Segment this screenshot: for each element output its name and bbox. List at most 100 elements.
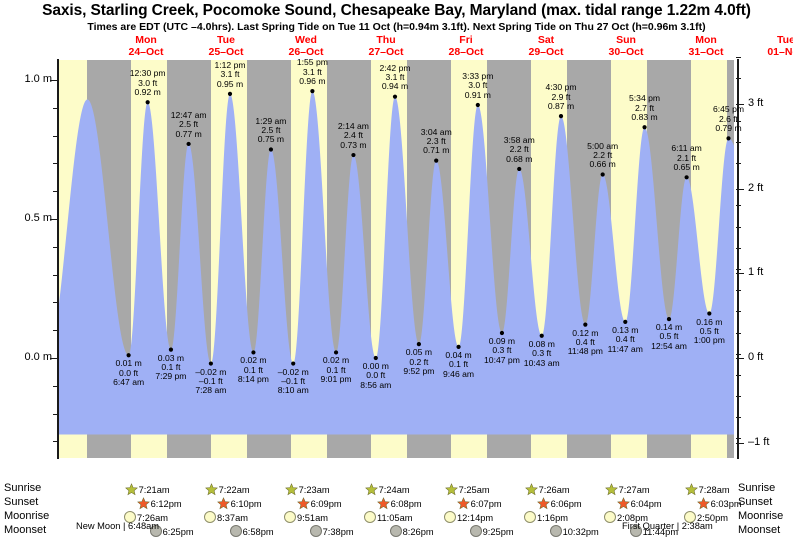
tide-extreme-dot-29 — [726, 136, 731, 141]
sunset-item-2: 6:09pm — [296, 497, 342, 510]
y-axis-label-m-2: 0.0 m — [24, 351, 52, 363]
tide-annotation-line-0: 0.08 m — [528, 338, 555, 349]
axis-tick — [53, 302, 58, 304]
y-axis-label-m-1: 0.5 m — [24, 212, 52, 224]
day-header-3: Thu 27–Oct — [341, 34, 431, 58]
day-header-weekday: Wed — [295, 34, 317, 46]
moonset-icon — [229, 525, 242, 537]
sunset-item-4: 6:07pm — [456, 497, 502, 510]
axis-tick — [736, 311, 741, 313]
tide-extreme-dot-17 — [475, 102, 480, 108]
tide-extreme-dot-4 — [208, 361, 213, 366]
tide-annotation-line-2: 0.79 m — [715, 123, 742, 134]
tide-annotation-line-0: 0.02 m — [240, 355, 267, 366]
tide-annotation-line-0: 12:47 am — [170, 109, 207, 120]
tide-annotation-28: 0.16 m 0.5 ft 1:00 pm — [669, 317, 749, 346]
moonrise-item-3: 11:05am — [364, 511, 413, 523]
tide-annotation-line-2: 6:47 am — [113, 377, 145, 388]
day-header-4: Fri 28–Oct — [421, 34, 511, 58]
axis-tick — [736, 188, 744, 190]
sunset-item-7: 6:03pm — [696, 497, 742, 510]
sunrise-time: 7:21am — [138, 485, 170, 495]
sunrise-time: 7:26am — [538, 485, 570, 495]
tide-annotation-line-1: 2.3 ft — [426, 136, 446, 147]
sunset-item-1: 6:10pm — [216, 497, 262, 510]
tide-extreme-dot-19 — [517, 166, 522, 172]
tide-annotation-line-0: 0.14 m — [655, 322, 683, 333]
axis-tick — [50, 80, 58, 81]
axis-tick — [736, 442, 744, 444]
axis-tick — [53, 163, 58, 165]
tide-annotation-line-2: 0.91 m — [464, 89, 491, 100]
tide-annotation-line-2: 12:54 am — [651, 340, 687, 351]
sunset-row-label-right: Sunset — [738, 496, 773, 508]
tide-annotation-line-0: 0.09 m — [488, 335, 516, 346]
tide-extreme-dot-1 — [126, 353, 131, 358]
tide-annotation-line-1: 2.5 ft — [261, 124, 281, 135]
tide-extreme-dot-26 — [666, 316, 672, 322]
axis-tick — [53, 274, 58, 276]
tide-annotation-0: 12:30 pm 3.0 ft 0.92 m — [108, 68, 188, 97]
day-header-weekday: Sun — [616, 34, 636, 46]
moonset-item-3: 8:26pm — [389, 525, 434, 537]
sunrise-time: 7:23am — [298, 485, 330, 495]
tide-annotation-line-1: 0.1 ft — [243, 364, 263, 375]
tide-annotation-line-2: 7:29 pm — [155, 371, 187, 382]
tide-extreme-dot-14 — [416, 342, 421, 347]
tide-annotation-line-0: 1:12 pm — [214, 59, 246, 70]
day-header-7: Mon 31–Oct — [661, 34, 751, 58]
tide-extreme-dot-8 — [291, 361, 296, 366]
moonrise-icon — [124, 511, 136, 523]
tide-chart-plot — [58, 60, 734, 458]
moonset-time: 10:32pm — [562, 526, 599, 537]
tide-annotation-18: 0.09 m 0.3 ft 10:47 pm — [462, 335, 542, 365]
sunset-item-0: 6:12pm — [136, 497, 182, 510]
axis-tick — [53, 191, 58, 193]
tide-annotation-line-1: 3.0 ft — [138, 77, 158, 88]
tide-annotation-27: 6:11 am 2.1 ft 0.65 m — [647, 143, 727, 173]
tide-annotation-line-1: 0.1 ft — [448, 359, 469, 370]
sunrise-item-0: 7:21am — [124, 483, 170, 496]
star-icon — [684, 483, 698, 496]
axis-tick — [736, 57, 741, 59]
axis-tick — [53, 385, 58, 387]
moonset-icon — [469, 525, 482, 537]
sunrise-item-5: 7:26am — [524, 483, 570, 496]
moonset-item-1: 6:58pm — [229, 525, 274, 537]
tide-annotation-line-0: 1:29 am — [255, 115, 287, 126]
star-icon — [136, 497, 150, 510]
day-header-1: Tue 25–Oct — [181, 34, 271, 58]
tide-annotation-line-0: 6:45 pm — [712, 104, 745, 115]
moonrise-item-0: 7:26am — [124, 511, 168, 523]
moon-phase-0: New Moon | 6:48am — [76, 521, 160, 531]
axis-tick — [736, 247, 741, 249]
moonset-time: 8:26pm — [402, 526, 434, 537]
star-icon — [444, 483, 458, 496]
tide-annotation-line-1: 0.5 ft — [699, 325, 719, 336]
tide-annotation-line-1: 0.5 ft — [659, 331, 679, 342]
tide-extreme-dot-7 — [268, 147, 274, 152]
tide-annotation-4: –0.02 m –0.1 ft 7:28 am — [171, 367, 251, 396]
tide-annotation-line-1: 0.3 ft — [532, 348, 552, 359]
tide-annotation-2: 0.03 m 0.1 ft 7:29 pm — [131, 353, 211, 382]
star-icon — [536, 497, 550, 510]
moonrise-time: 9:51am — [297, 512, 329, 523]
tide-annotation-line-2: 8:14 pm — [237, 374, 269, 385]
tide-annotation-10: 0.02 m 0.1 ft 9:01 pm — [296, 356, 376, 385]
axis-tick — [736, 396, 741, 398]
tide-annotation-line-0: 4:30 pm — [545, 82, 577, 93]
tide-annotation-20: 0.08 m 0.3 ft 10:43 am — [502, 338, 582, 368]
day-header-date: 25–Oct — [208, 46, 244, 58]
axis-tick — [736, 438, 741, 440]
tide-annotation-11: 2:14 am 2.4 ft 0.73 m — [313, 121, 393, 150]
tide-annotation-line-1: 2.7 ft — [634, 102, 655, 113]
day-header-weekday: Fri — [459, 34, 473, 46]
axis-tick — [736, 78, 741, 80]
tide-extreme-dot-25 — [642, 125, 647, 130]
tide-extreme-dot-21 — [558, 114, 564, 119]
sunrise-item-2: 7:23am — [284, 483, 330, 496]
sunset-time: 6:04pm — [630, 499, 662, 509]
y-axis-label-ft-2: 1 ft — [748, 266, 764, 279]
tide-annotation-line-2: 0.65 m — [673, 162, 700, 173]
day-header-6: Sun 30–Oct — [581, 34, 671, 58]
